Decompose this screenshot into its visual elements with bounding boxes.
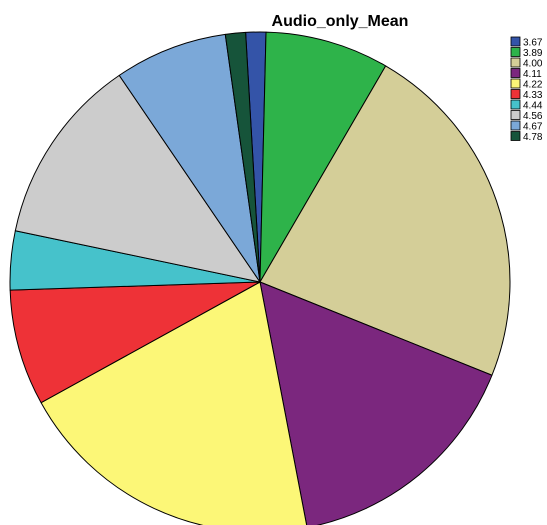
legend-label-4-00: 4.00: [523, 59, 543, 70]
legend-label-4-56: 4.56: [523, 111, 543, 122]
legend-label-4-67: 4.67: [523, 122, 543, 133]
legend-swatch-4-00: [510, 57, 521, 68]
pie-slice-4-56: [14, 74, 261, 283]
legend-swatch-4-56: [510, 110, 521, 120]
legend-swatch-4-78: [510, 131, 521, 141]
pie-slice-4-00: [259, 65, 511, 376]
legend: 3.673.894.004.114.224.334.444.564.674.78: [510, 36, 543, 143]
pie-slice-4-67: [118, 33, 261, 283]
pie-slice-4-11: [259, 281, 493, 525]
legend-swatch-3-89: [510, 47, 521, 57]
pie-slice-4-33: [9, 281, 261, 404]
legend-swatch-4-44: [510, 99, 521, 110]
legend-swatch-3-67: [510, 36, 521, 47]
pie-slices: [9, 31, 511, 525]
legend-label-4-44: 4.44: [523, 101, 543, 112]
legend-swatch-4-33: [510, 89, 521, 99]
legend-label-4-78: 4.78: [523, 132, 543, 143]
pie-slice-3-89: [259, 31, 387, 283]
legend-swatch-4-22: [510, 78, 521, 89]
pie-slice-4-78: [224, 31, 261, 283]
legend-label-4-22: 4.22: [523, 80, 543, 91]
legend-swatch-4-67: [510, 120, 521, 131]
legend-label-3-67: 3.67: [523, 38, 543, 49]
pie-slice-4-22: [40, 281, 308, 525]
chart-title: Audio_only_Mean: [272, 13, 409, 30]
legend-label-4-33: 4.33: [523, 90, 543, 101]
legend-label-4-11: 4.11: [523, 69, 542, 80]
legend-label-3-89: 3.89: [523, 48, 543, 59]
legend-swatch-4-11: [510, 68, 521, 78]
